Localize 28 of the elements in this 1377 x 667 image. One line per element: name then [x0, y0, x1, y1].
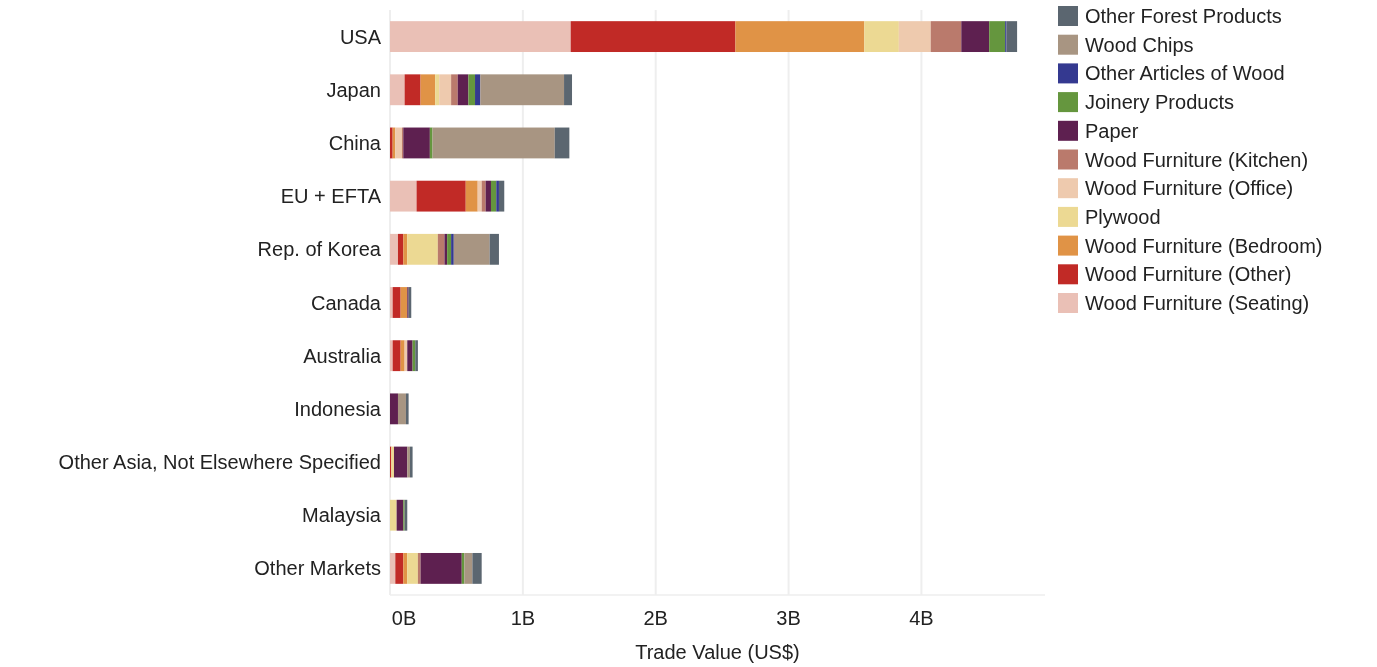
x-tick-label: 3B: [776, 607, 801, 629]
legend-label: Other Articles of Wood: [1085, 62, 1285, 85]
y-tick-label: Japan: [326, 78, 381, 101]
y-tick-label: Other Asia, Not Elsewhere Specified: [58, 451, 381, 474]
x-axis-title: Trade Value (US$): [635, 641, 800, 663]
legend-label: Joinery Products: [1085, 91, 1234, 114]
x-tick-label: 4B: [909, 607, 934, 629]
legend-label: Wood Furniture (Office): [1085, 177, 1294, 200]
legend-label: Wood Chips: [1085, 33, 1194, 56]
y-tick-label: Indonesia: [294, 397, 382, 420]
x-tick-label: 2B: [643, 607, 668, 629]
x-tick-label: 0B: [391, 607, 417, 629]
legend-label: Paper: [1085, 119, 1139, 142]
x-tick-label: 1B: [510, 607, 536, 629]
y-tick-label: USA: [339, 25, 382, 48]
y-tick-label: Malaysia: [302, 504, 382, 527]
y-tick-label: Australia: [303, 344, 382, 367]
y-tick-label: China: [328, 131, 382, 154]
legend-label: Wood Furniture (Other): [1085, 263, 1292, 286]
legend-label: Plywood: [1085, 205, 1161, 228]
y-tick-label: Rep. of Korea: [257, 238, 382, 261]
y-tick-label: EU + EFTA: [280, 185, 382, 208]
y-tick-label: Other Markets: [254, 557, 381, 580]
y-tick-label: Canada: [310, 291, 382, 314]
legend-label: Other Forest Products: [1085, 5, 1282, 27]
legend-label: Wood Furniture (Bedroom): [1085, 234, 1323, 257]
legend-label: Wood Furniture (Seating): [1085, 292, 1310, 314]
legend-label: Wood Furniture (Kitchen): [1085, 148, 1309, 171]
